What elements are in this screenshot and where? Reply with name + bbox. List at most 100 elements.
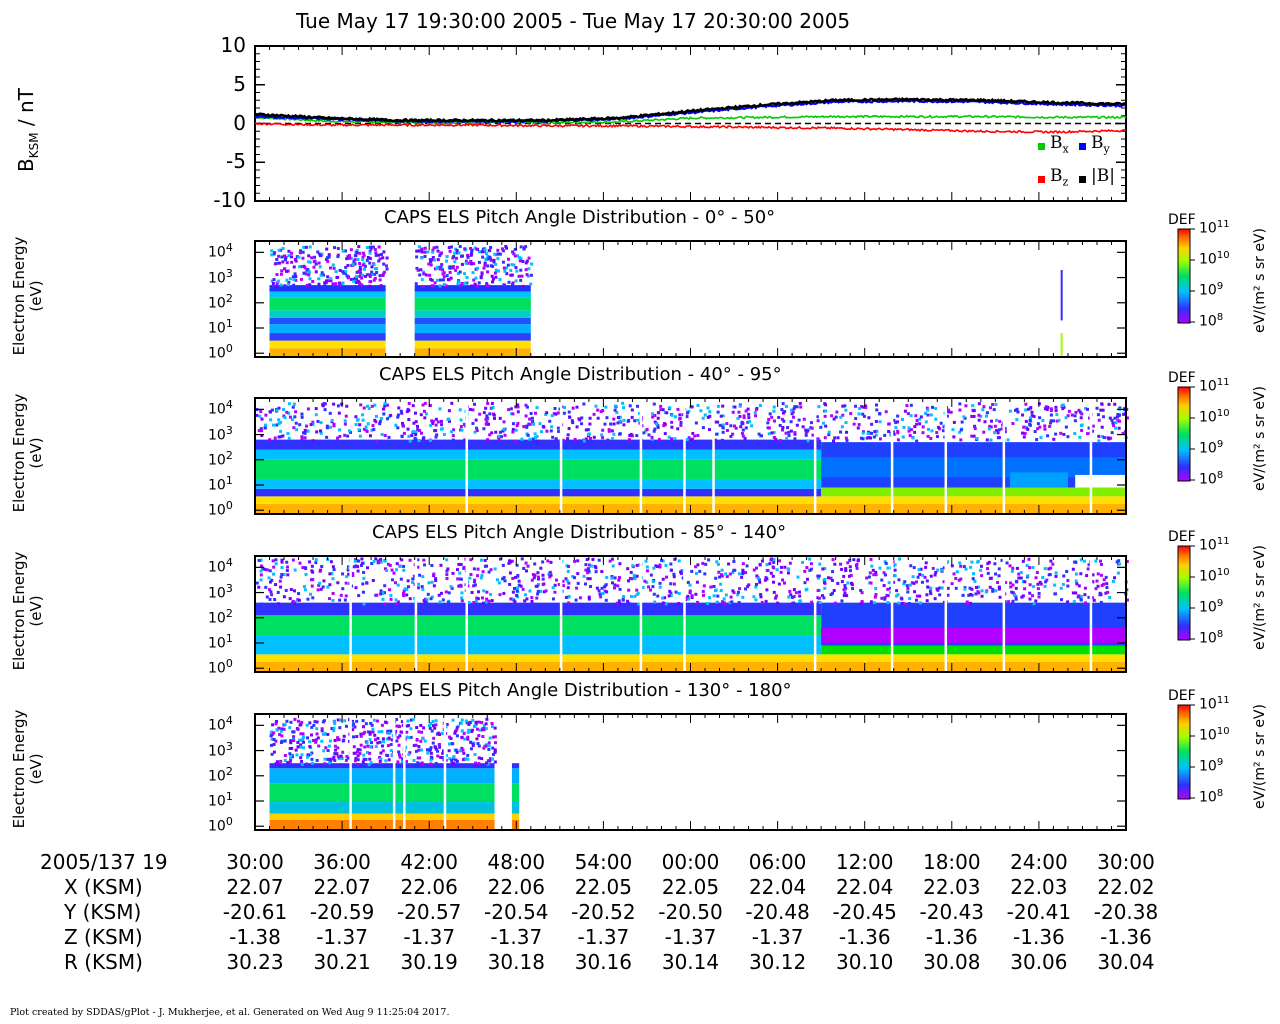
spectrogram-pixel xyxy=(530,578,534,582)
colorbar-unit: eV/(m² s sr eV) xyxy=(1252,386,1268,491)
spectrogram-pixel xyxy=(854,417,858,421)
spectrogram-pixel xyxy=(373,418,377,422)
spectrogram-pixel xyxy=(674,590,678,594)
spectrogram-pixel xyxy=(738,415,742,419)
spectrogram-pixel xyxy=(300,753,304,757)
spectrogram-pixel xyxy=(359,403,363,407)
spectrogram-pixel xyxy=(388,563,392,567)
colorbar-2 xyxy=(1177,386,1191,482)
spectrogram-pixel xyxy=(441,751,445,755)
spectrogram-pixel xyxy=(302,245,306,249)
spectrogram-pixel xyxy=(304,272,308,276)
spectrogram-pixel xyxy=(389,729,393,733)
spectrogram-pixel xyxy=(945,414,949,418)
spectrogram-pixel xyxy=(440,731,444,735)
spectrogram-pixel xyxy=(294,278,298,282)
spectrogram-pixel xyxy=(418,273,422,277)
spectrogram-band xyxy=(255,479,822,489)
spectrogram-pixel xyxy=(270,253,274,257)
spectrogram-pixel xyxy=(423,563,427,567)
spectrogram-pixel xyxy=(1023,432,1027,436)
spectrogram-pixel xyxy=(427,262,431,266)
spectrogram-pixel xyxy=(400,558,404,562)
spectrogram-pixel xyxy=(545,429,549,433)
spectrogram-pixel xyxy=(511,250,515,254)
spectrogram-pixel xyxy=(957,578,961,582)
spectrogram-pixel xyxy=(336,755,340,759)
energy-tick-label: 101 xyxy=(208,632,233,652)
spectrogram-pixel xyxy=(397,753,401,757)
spectrogram-pixel xyxy=(446,567,450,571)
spectrogram-pixel xyxy=(857,423,861,427)
spectrogram-pixel xyxy=(280,727,284,731)
spectrogram-pixel xyxy=(888,422,892,426)
spectrogram-pixel xyxy=(343,422,347,426)
spectrogram-pixel xyxy=(887,429,891,433)
spectrogram-pixel xyxy=(326,259,330,263)
spectrogram-pixel xyxy=(901,435,905,439)
energy-tick-exp: 2 xyxy=(225,291,233,305)
spectrogram-pixel xyxy=(763,578,767,582)
spectrogram-pixel xyxy=(475,426,479,430)
spectrogram-pixel xyxy=(411,718,415,722)
spectrogram-band xyxy=(255,654,1126,662)
spectrogram-pixel xyxy=(906,590,910,594)
energy-tick-base: 10 xyxy=(208,743,226,760)
spectrogram-pixel xyxy=(578,418,582,422)
spectrogram-pixel xyxy=(484,252,488,256)
spectrogram-pixel xyxy=(303,266,307,270)
spectrogram-pixel xyxy=(271,423,275,427)
spectrogram-pixel xyxy=(264,585,268,589)
spectrogram-pixel xyxy=(336,404,340,408)
spectrogram-pixel xyxy=(332,726,336,730)
spectrogram-pixel xyxy=(798,599,802,603)
spectrogram-pixel xyxy=(970,560,974,564)
spectrogram-pixel xyxy=(985,414,989,418)
data-gap xyxy=(403,715,406,829)
spectrogram-band xyxy=(269,324,386,334)
spectrogram-pixel xyxy=(293,568,297,572)
spectrogram-pixel xyxy=(315,430,319,434)
ephemeris-value: -20.41 xyxy=(1006,900,1072,924)
spectrogram-pixel xyxy=(330,571,334,575)
colorbar-tick-label: 108 xyxy=(1199,629,1223,647)
spectrogram-pixel xyxy=(438,745,442,749)
spectrogram-pixel xyxy=(314,738,318,742)
spectrogram-pixel xyxy=(556,411,560,415)
spectrogram-pixel xyxy=(274,722,278,726)
spectrogram-pixel xyxy=(499,435,503,439)
footer-credit: Plot created by SDDAS/gPlot - J. Mukherj… xyxy=(10,1007,450,1018)
spectrogram-pixel xyxy=(327,279,331,283)
spectrogram-pixel xyxy=(472,601,476,605)
spectrogram-pixel xyxy=(317,277,321,281)
spectrogram-pixel xyxy=(1060,333,1063,356)
spectrogram-pixel xyxy=(794,591,798,595)
spectrogram-pixel xyxy=(613,583,617,587)
spectrogram-pixel xyxy=(434,719,438,723)
spectrogram-pixel xyxy=(718,423,722,427)
spectrogram-pixel xyxy=(529,412,533,416)
spectrogram-pixel xyxy=(1053,583,1057,587)
spectrogram-pixel xyxy=(361,263,365,267)
spectrogram-pixel xyxy=(299,732,303,736)
ephemeris-value: 30.18 xyxy=(487,950,545,974)
spectrogram-pixel xyxy=(433,745,437,749)
spectrogram-pixel xyxy=(343,598,347,602)
data-gap xyxy=(1002,557,1006,671)
spectrogram-pixel xyxy=(969,592,973,596)
spectrogram-pixel xyxy=(515,589,519,593)
spectrogram-pixel xyxy=(341,249,345,253)
spectrogram-pixel xyxy=(1049,566,1053,570)
spectrogram-pixel xyxy=(546,559,550,563)
spectrogram-pixel xyxy=(275,273,279,277)
spectrogram-pixel xyxy=(772,431,776,435)
spectrogram-pixel xyxy=(301,740,305,744)
spectrogram-pixel xyxy=(326,585,330,589)
spectrogram-pixel xyxy=(778,559,782,563)
spectrogram-pixel xyxy=(573,559,577,563)
spectrogram-pixel xyxy=(457,584,461,588)
colorbar-tick-label: 108 xyxy=(1199,312,1223,330)
colorbar-tick-base: 10 xyxy=(1199,568,1217,585)
colorbar-tick-exp: 11 xyxy=(1216,377,1230,388)
spectrogram-pixel xyxy=(1032,415,1036,419)
